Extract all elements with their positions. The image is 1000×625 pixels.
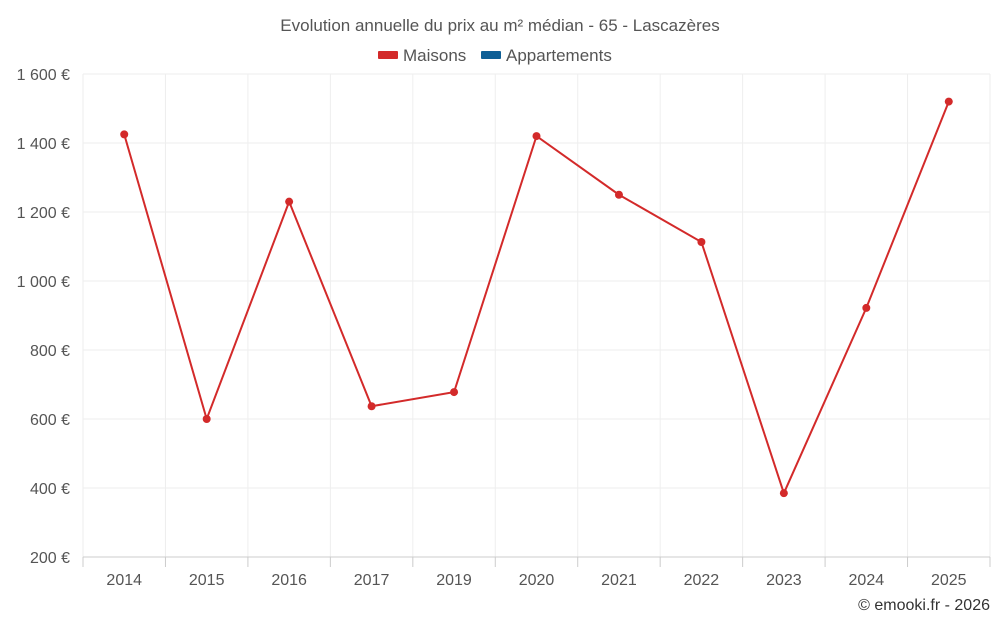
x-axis-labels: 2014 2015 2016 2017 2019 2020 2021 2022 2023 2024… (106, 572, 966, 589)
credit-text: © emooki.fr - 2026 (858, 597, 990, 614)
y-tick-label: 800 € (30, 343, 70, 360)
x-tick-label: 2024 (849, 572, 885, 589)
data-point[interactable] (532, 132, 541, 141)
y-tick-label: 1 200 € (17, 205, 70, 222)
y-tick-label: 400 € (30, 481, 70, 498)
data-point[interactable] (779, 489, 788, 498)
x-tick-label: 2020 (519, 572, 555, 589)
legend-item-maisons[interactable]: Maisons (378, 46, 466, 65)
data-point[interactable] (202, 415, 211, 423)
x-tick-label: 2025 (931, 572, 967, 589)
data-point[interactable] (120, 130, 129, 139)
x-tick-label: 2017 (354, 572, 390, 589)
data-point[interactable] (614, 190, 623, 199)
legend: Maisons Appartements (378, 46, 612, 65)
y-tick-label: 1 400 € (17, 136, 70, 153)
data-point[interactable] (285, 197, 294, 206)
x-tick-label: 2023 (766, 572, 802, 589)
x-axis-ticks (82, 557, 991, 567)
y-tick-label: 1 600 € (17, 67, 70, 84)
y-axis-labels: 200 € 400 € 600 € 800 € 1 000 € 1 200 € 1 400 … (17, 67, 70, 567)
legend-item-appartements[interactable]: Appartements (481, 46, 612, 65)
x-tick-label: 2021 (601, 572, 637, 589)
legend-swatch-maisons (378, 51, 398, 59)
x-tick-label: 2019 (436, 572, 472, 589)
y-tick-label: 200 € (30, 550, 70, 567)
x-tick-label: 2015 (189, 572, 225, 589)
x-tick-label: 2014 (106, 572, 142, 589)
legend-label-appartements: Appartements (506, 46, 612, 65)
x-tick-label: 2022 (684, 572, 720, 589)
chart-title: Evolution annuelle du prix au m² médian … (280, 16, 719, 35)
data-point[interactable] (367, 402, 376, 411)
y-tick-label: 1 000 € (17, 274, 70, 291)
series-group (120, 97, 953, 498)
data-point[interactable] (944, 97, 953, 106)
x-tick-label: 2016 (271, 572, 307, 589)
data-point[interactable] (450, 388, 459, 397)
legend-swatch-appartements (481, 51, 501, 59)
y-tick-label: 600 € (30, 412, 70, 429)
y-gridlines (83, 73, 990, 489)
data-point[interactable] (862, 303, 871, 312)
data-point[interactable] (697, 238, 706, 247)
legend-label-maisons: Maisons (403, 46, 466, 65)
x-gridlines (82, 74, 991, 557)
